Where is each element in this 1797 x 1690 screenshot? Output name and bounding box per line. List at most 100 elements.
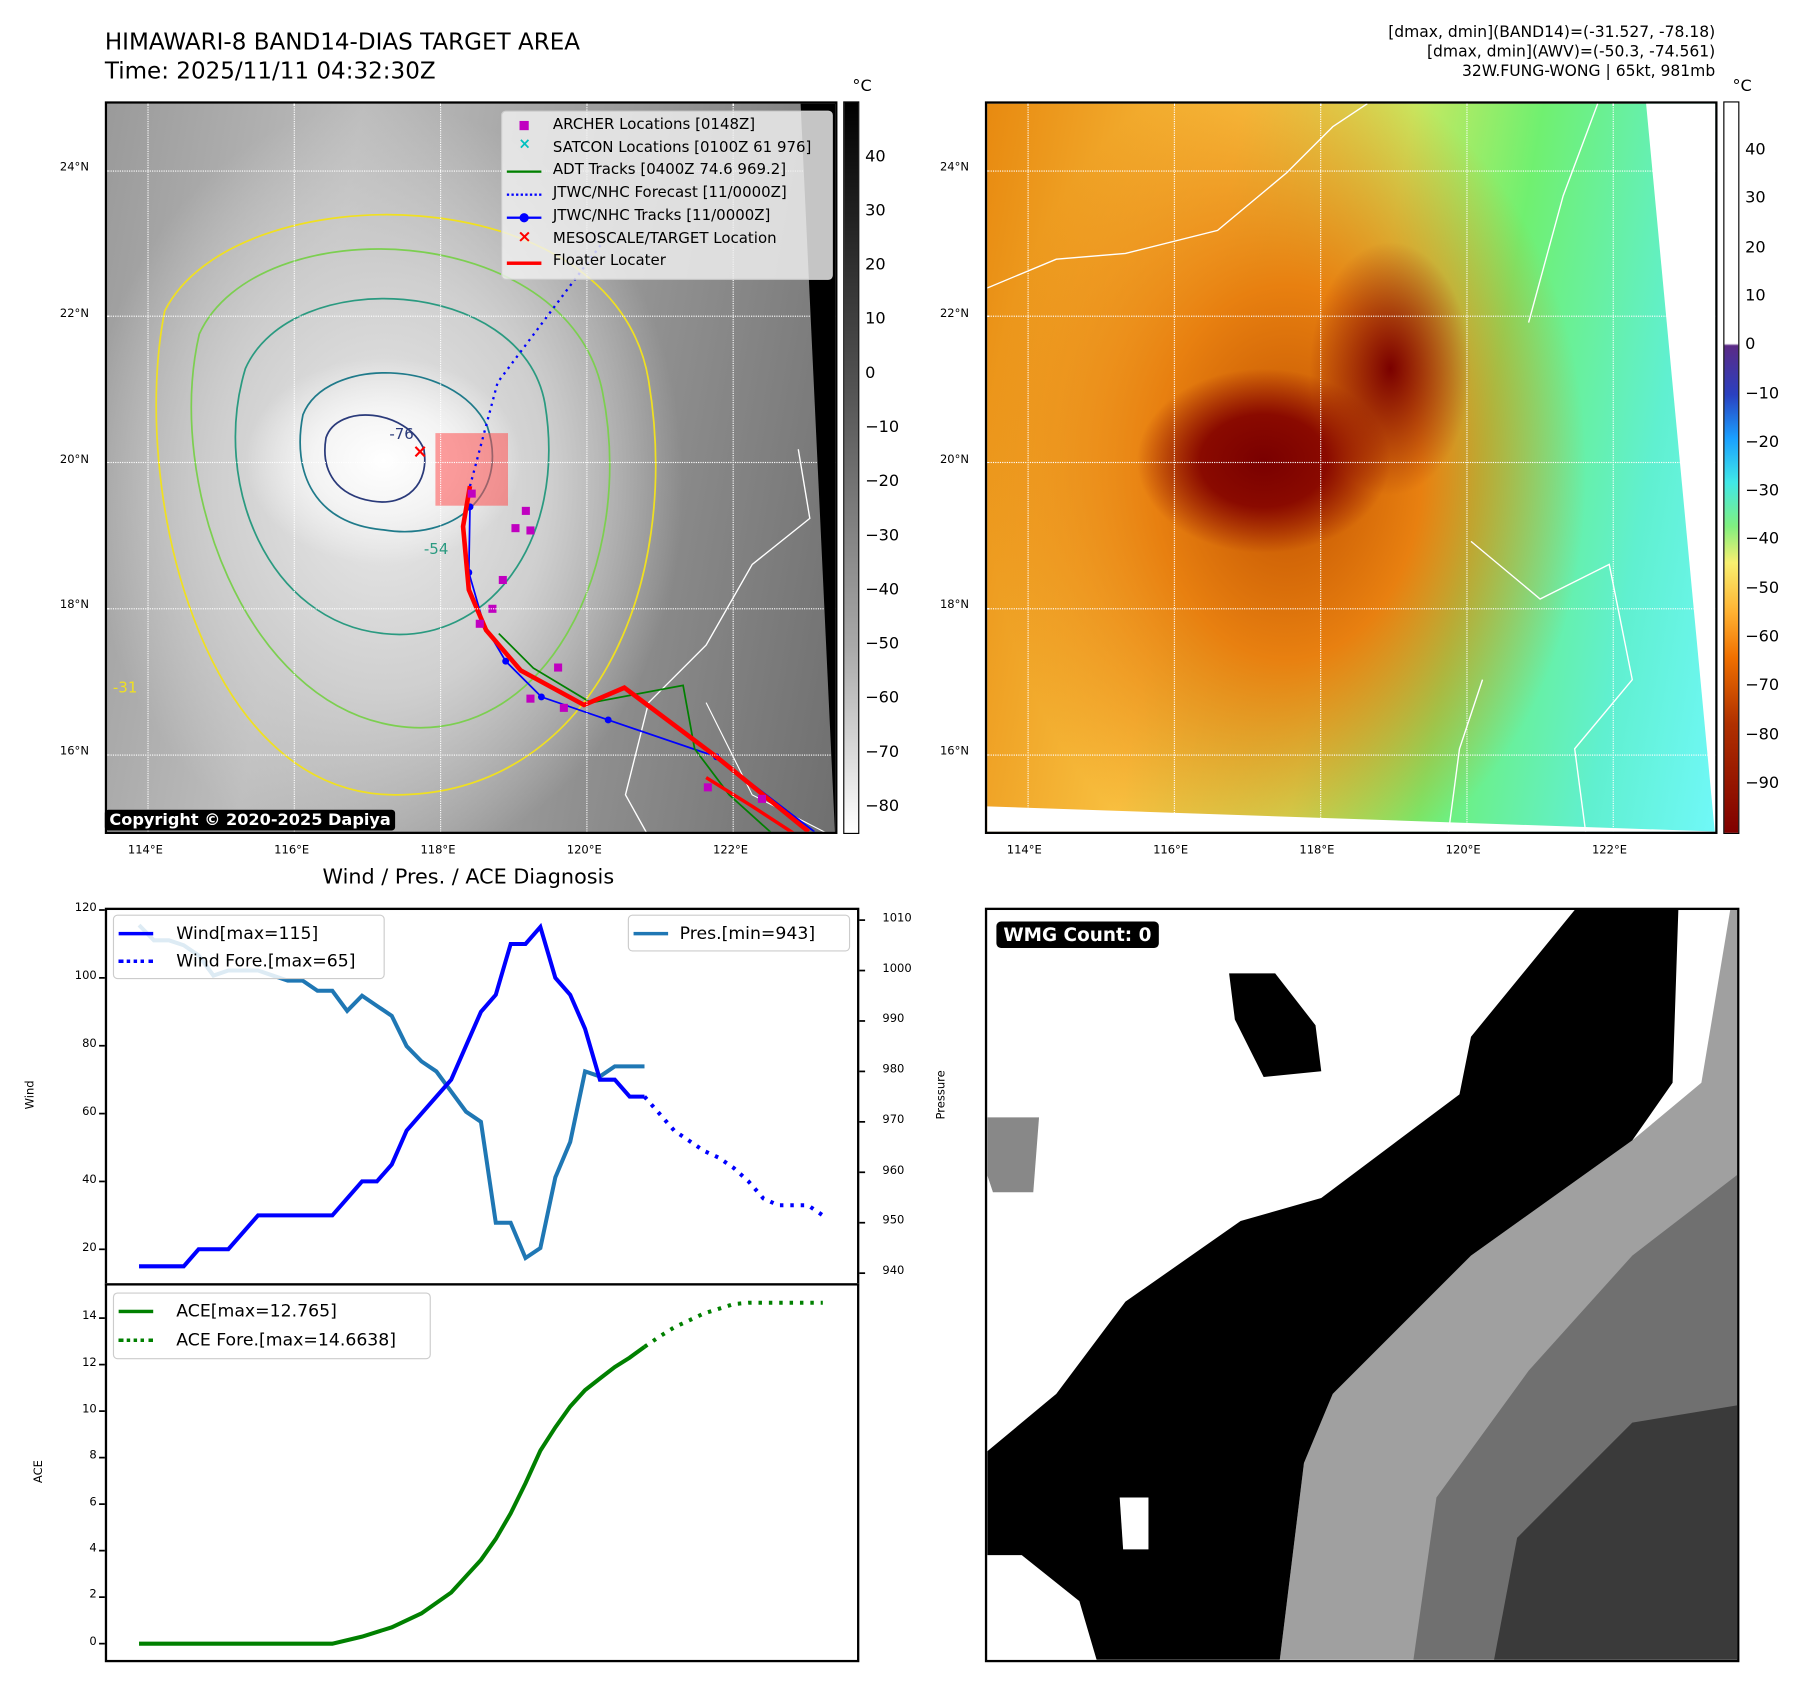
ace-tick-label: 4 xyxy=(89,1542,97,1556)
ace-tick-label: 0 xyxy=(89,1635,97,1649)
colorbar-tick: −40 xyxy=(865,580,900,599)
colorbar-tick: 0 xyxy=(865,364,876,383)
awv-map xyxy=(984,101,1718,834)
gridline xyxy=(1466,103,1468,832)
lat-label: 18°N xyxy=(939,599,970,613)
floater-track xyxy=(460,485,811,832)
wind-axis-label: Wind xyxy=(24,1080,37,1110)
gridline xyxy=(1027,103,1029,832)
colorbar-tick: −20 xyxy=(865,472,900,491)
colorbar-tick: −10 xyxy=(865,418,900,437)
contour xyxy=(324,414,426,503)
contour xyxy=(155,213,657,796)
colorbar-tick: −60 xyxy=(1745,627,1780,647)
pressure-tick-label: 950 xyxy=(882,1214,905,1228)
pressure-tick-label: 980 xyxy=(882,1063,905,1077)
gridline xyxy=(987,461,1716,464)
right-colorbar-unit: °C xyxy=(1732,77,1752,96)
ace-axis-label: ACE xyxy=(32,1460,46,1484)
colorbar-tick: −30 xyxy=(865,526,900,545)
floater-track-2 xyxy=(705,776,795,832)
colorbar-tick: −20 xyxy=(1745,432,1780,452)
info-band14: [dmax, dmin](BAND14)=(-31.527, -78.18) xyxy=(1388,23,1716,42)
wind-tick-label: 60 xyxy=(82,1105,97,1119)
lat-label: 20°N xyxy=(939,453,970,467)
colorbar-tick: −70 xyxy=(1745,676,1780,695)
colorbar-tick: −80 xyxy=(865,797,900,816)
colorbar-tick: 40 xyxy=(865,147,886,166)
wmg-count-badge: WMG Count: 0 xyxy=(996,921,1159,949)
gridline xyxy=(107,315,836,317)
ace-line xyxy=(139,1345,646,1646)
gridline xyxy=(732,103,734,832)
colorbar-tick: −80 xyxy=(1745,725,1780,744)
wind-legend: Wind[max=115] Wind Fore.[max=65] xyxy=(112,914,385,980)
gridline xyxy=(1612,103,1614,832)
colorbar-tick: 10 xyxy=(865,309,886,329)
contour-label: -31 xyxy=(112,679,138,697)
lon-label: 116°E xyxy=(274,844,310,858)
lat-label: 16°N xyxy=(59,745,89,759)
gridline xyxy=(1320,103,1322,832)
line-icon xyxy=(118,931,154,936)
lon-label: 122°E xyxy=(1591,844,1627,858)
wind-tick-label: 20 xyxy=(82,1241,97,1254)
lat-label: 24°N xyxy=(59,161,89,174)
left-colorbar xyxy=(843,101,860,834)
colorbar-tick: −40 xyxy=(1745,530,1780,549)
left-colorbar-unit: °C xyxy=(852,77,872,96)
colorbar-tick: −10 xyxy=(1745,384,1780,403)
lon-label: 114°E xyxy=(1006,844,1042,858)
lon-label: 114°E xyxy=(127,844,163,858)
no-data-region xyxy=(1646,103,1716,832)
wind-line xyxy=(139,922,645,1269)
adt-track xyxy=(498,632,772,832)
lon-label: 120°E xyxy=(566,844,602,858)
colorbar-tick: 0 xyxy=(1745,335,1756,354)
info-awv: [dmax, dmin](AWV)=(-50.3, -74.561) xyxy=(1426,42,1716,62)
lon-label: 118°E xyxy=(1299,844,1335,858)
wind-tick-label: 120 xyxy=(74,901,97,915)
colorbar-tick: 20 xyxy=(1745,237,1766,257)
gridline xyxy=(987,170,1716,172)
lon-label: 116°E xyxy=(1153,844,1189,858)
ace-forecast-line xyxy=(643,1300,823,1349)
line-icon xyxy=(633,931,669,936)
contour-label: -54 xyxy=(423,541,449,559)
wmg-image xyxy=(987,910,1738,1660)
gridline xyxy=(586,103,588,832)
ace-panel xyxy=(104,1283,860,1663)
colorbar-tick: 20 xyxy=(865,255,886,275)
info-storm: 32W.FUNG-WONG | 65kt, 981mb xyxy=(1461,62,1716,81)
colorbar-tick: −60 xyxy=(865,688,900,708)
wind-tick-label: 80 xyxy=(82,1037,97,1051)
wind-tick-label: 100 xyxy=(74,969,97,983)
colorbar-tick: −70 xyxy=(865,742,900,762)
lat-label: 24°N xyxy=(939,161,970,174)
gridline xyxy=(440,103,442,832)
jtwc-forecast-track xyxy=(468,243,603,487)
line-icon xyxy=(118,1309,154,1314)
lat-label: 20°N xyxy=(59,453,89,467)
colorbar-tick: −30 xyxy=(1745,481,1780,501)
colorbar-tick: 10 xyxy=(1745,286,1766,306)
colorbar-tick: −50 xyxy=(1745,579,1780,598)
ace-tick-label: 6 xyxy=(89,1496,97,1509)
lat-label: 18°N xyxy=(59,599,89,613)
pressure-legend: Pres.[min=943] xyxy=(627,914,851,952)
pressure-tick-label: 1000 xyxy=(882,962,912,976)
copyright-label: Copyright © 2020-2025 Dapiya xyxy=(104,809,396,831)
ace-tick-label: 14 xyxy=(82,1310,97,1323)
colorbar-tick: −90 xyxy=(1745,773,1780,793)
pressure-tick-label: 990 xyxy=(882,1012,905,1026)
contour-label: -76 xyxy=(389,426,414,444)
ace-tick-label: 8 xyxy=(89,1449,97,1463)
mesoscale-target-marker: × xyxy=(412,441,427,462)
figure-time: Time: 2025/11/11 04:32:30Z xyxy=(104,56,436,85)
dotted-line-icon xyxy=(118,959,154,964)
colorbar-tick: 30 xyxy=(1745,189,1766,208)
gridline xyxy=(107,608,836,610)
figure-title: HIMAWARI-8 BAND14-DIAS TARGET AREA xyxy=(104,27,581,56)
gridline xyxy=(1173,103,1175,832)
